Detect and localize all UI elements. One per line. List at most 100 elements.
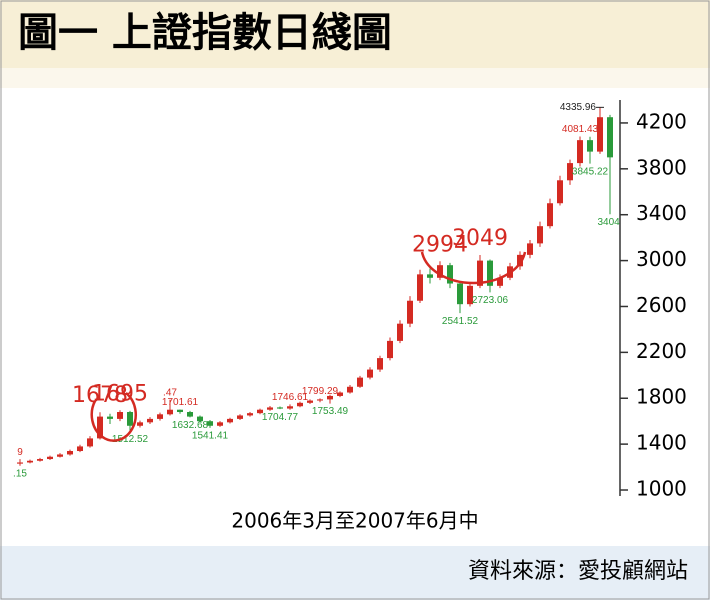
title-band (0, 68, 710, 88)
candle-body (207, 421, 213, 426)
high-label: .47 (163, 387, 177, 398)
candle-body (117, 412, 123, 419)
peak-label: 3049 (452, 226, 508, 251)
candle-body (107, 416, 113, 419)
candle-body (137, 422, 143, 426)
candle-body (307, 400, 313, 403)
high-label: 9 (17, 447, 23, 458)
candle-body (447, 265, 453, 284)
candle-body (497, 277, 503, 286)
candle-body (47, 456, 53, 460)
candle-body (557, 180, 563, 204)
candle-body (167, 409, 173, 415)
y-tick-label: 1400 (636, 431, 687, 455)
candle-body (517, 254, 523, 267)
low-label: 2723.06 (472, 295, 509, 306)
candle-body (147, 418, 153, 423)
source-bar (0, 546, 710, 600)
low-label: 1753.49 (312, 406, 349, 417)
low-label: .15 (13, 468, 27, 479)
candle-body (487, 260, 493, 286)
candle-body (157, 414, 163, 419)
source: 資料來源：愛投顧網站 (468, 559, 688, 584)
candle-body (277, 407, 283, 409)
high-label: 4081.43 (562, 124, 599, 135)
candle-body (227, 418, 233, 423)
y-tick-label: 3400 (636, 201, 687, 225)
candle-body (357, 377, 363, 387)
candle-body (197, 416, 203, 422)
candle-body (17, 462, 23, 464)
candle-body (237, 415, 243, 419)
candle-body (397, 323, 403, 341)
candle-body (377, 358, 383, 370)
candle-body (347, 386, 353, 393)
peak-label: 1678 (72, 383, 128, 408)
y-tick-label: 1000 (636, 477, 687, 501)
y-tick-label: 3800 (636, 155, 687, 179)
title-bar (0, 0, 710, 68)
candle-body (407, 300, 413, 324)
candle-body (257, 409, 263, 414)
candle-body (57, 454, 63, 457)
low-label: 1632.68 (172, 420, 209, 431)
y-tick-label: 1800 (636, 385, 687, 409)
candle-body (37, 459, 43, 461)
max-label: 4335.96 (560, 102, 597, 113)
candle-body (187, 412, 193, 417)
candle-body (417, 274, 423, 301)
chart-title: 圖一 上證指數日綫圖 (18, 9, 392, 56)
circle-mark (420, 251, 527, 285)
candle-body (577, 140, 583, 164)
candle-body (387, 340, 393, 359)
x-axis-label: 2006年3月至2007年6月中 (231, 509, 478, 533)
candle-body (537, 226, 543, 244)
candle-body (477, 260, 483, 286)
low-label: 3845.22 (572, 166, 609, 177)
candle-body (247, 413, 253, 416)
low-label: 2541.52 (442, 316, 479, 327)
candle-body (77, 446, 83, 452)
candle-body (527, 243, 533, 255)
candle-body (67, 451, 73, 455)
candle-body (607, 117, 613, 158)
candle-body (567, 163, 573, 181)
candle-body (327, 395, 333, 400)
candle-body (427, 274, 433, 278)
candle-body (127, 412, 133, 426)
candle-body (457, 283, 463, 305)
candle-body (437, 265, 443, 278)
y-tick-label: 3000 (636, 247, 687, 271)
low-label: 1704.77 (262, 412, 299, 423)
high-label: 1799.29 (302, 386, 339, 397)
candle-body (467, 285, 473, 305)
y-tick-label: 4200 (636, 109, 687, 133)
candle-body (177, 409, 183, 413)
y-tick-label: 2600 (636, 293, 687, 317)
circle-mark (90, 392, 137, 442)
candle-body (297, 402, 303, 407)
low-label: 1512.52 (112, 434, 149, 445)
candle-body (87, 438, 93, 447)
candle-body (287, 406, 293, 409)
low-label: 1541.41 (192, 431, 229, 442)
low-label: 3404. (597, 217, 622, 228)
candle-body (587, 140, 593, 152)
candle-body (97, 416, 103, 439)
candle-body (27, 460, 33, 463)
candle-body (597, 117, 603, 152)
peak-label: 1695 (92, 381, 148, 406)
high-label: 1701.61 (162, 397, 199, 408)
candle-body (547, 203, 553, 227)
candle-body (217, 422, 223, 426)
y-tick-label: 2200 (636, 339, 687, 363)
candle-body (337, 392, 343, 396)
high-label: 1746.61 (272, 392, 309, 403)
candle-body (267, 407, 273, 410)
candle-body (367, 369, 373, 378)
candle-body (317, 399, 323, 401)
